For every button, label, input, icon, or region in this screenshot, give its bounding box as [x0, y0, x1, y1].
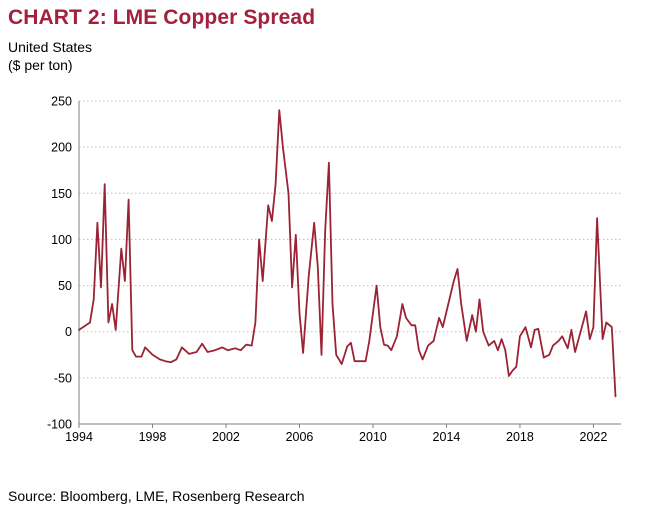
chart-subtitle: United States ($ per ton): [8, 38, 92, 74]
y-tick-label: 200: [51, 141, 72, 155]
x-tick-label: 2014: [433, 430, 461, 444]
x-tick-label: 2010: [359, 430, 387, 444]
y-tick-label: -50: [54, 371, 72, 385]
x-tick-label: 2002: [212, 430, 240, 444]
chart-title: CHART 2: LME Copper Spread: [8, 6, 316, 29]
y-tick-label: 250: [51, 95, 72, 109]
y-tick-labels: -100 -50 0 50 100 150 200 250: [47, 95, 72, 432]
subtitle-region: United States: [8, 39, 93, 55]
x-tick-label: 1994: [65, 430, 93, 444]
x-tick-label: 1998: [139, 430, 167, 444]
x-tick-label: 2018: [506, 430, 534, 444]
series-layer: [78, 109, 617, 398]
x-tick-label: 2022: [580, 430, 608, 444]
y-tick-label: 50: [58, 279, 72, 293]
axes: [78, 101, 621, 428]
y-tick-label: 0: [65, 325, 72, 339]
x-tick-label: 2006: [286, 430, 314, 444]
series-line-0: [78, 109, 617, 398]
y-tick-label: -100: [47, 418, 72, 432]
y-tick-label: 100: [51, 233, 72, 247]
y-tick-label: 150: [51, 187, 72, 201]
subtitle-unit: ($ per ton): [8, 57, 73, 73]
source-note: Source: Bloomberg, LME, Rosenberg Resear…: [8, 488, 305, 504]
x-tick-labels: 1994 1998 2002 2006 2010 2014 2018 2022: [65, 430, 607, 444]
